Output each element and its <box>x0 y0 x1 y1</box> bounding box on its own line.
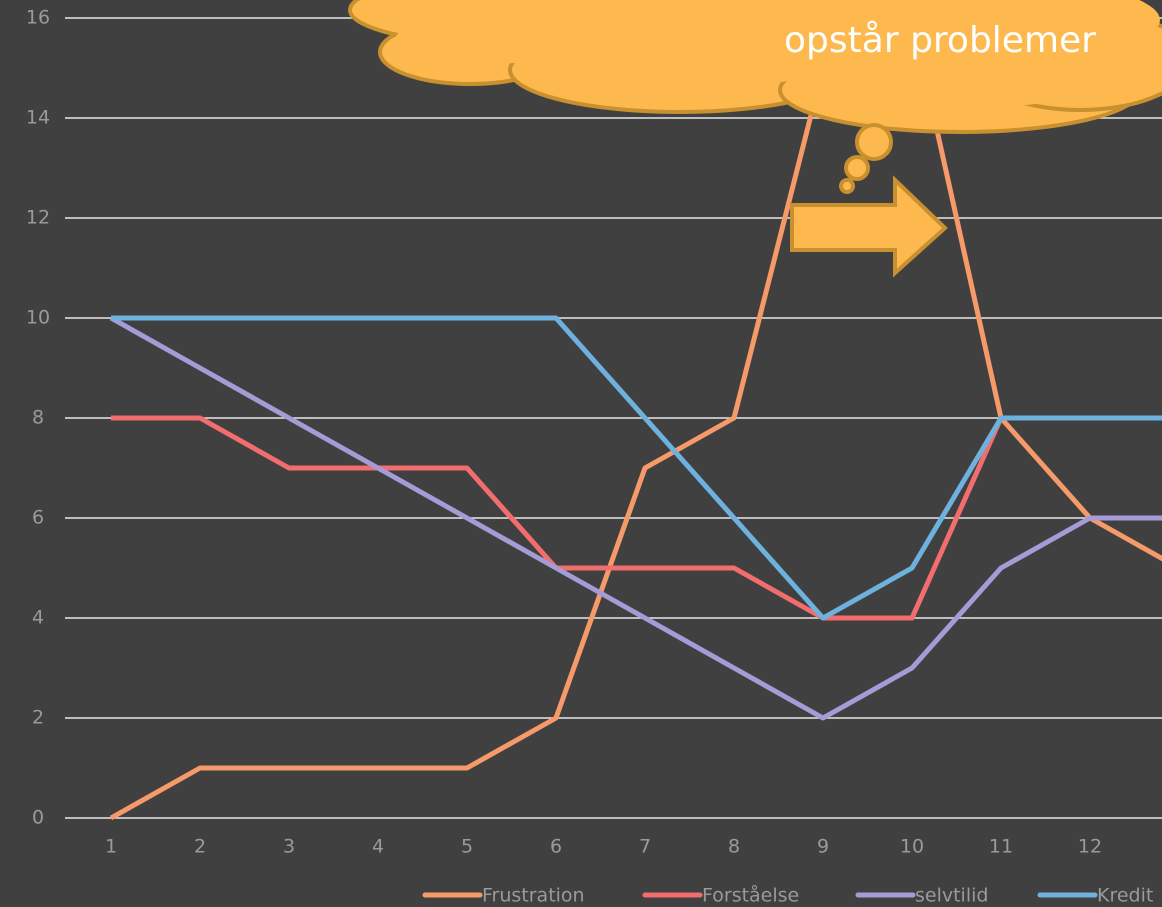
legend-label: Kredit <box>1097 885 1153 907</box>
y-tick-label: 12 <box>26 207 50 229</box>
x-tick-label: 1 <box>105 836 117 858</box>
cloud <box>348 0 1162 194</box>
legend-label: selvtilid <box>915 885 988 907</box>
y-tick-label: 4 <box>32 607 44 629</box>
x-tick-label: 3 <box>283 836 295 858</box>
x-tick-label: 12 <box>1078 836 1102 858</box>
annotation-group: opstår problemer <box>348 0 1162 278</box>
x-tick-label: 11 <box>989 836 1013 858</box>
x-tick-label: 2 <box>194 836 206 858</box>
y-tick-label: 2 <box>32 707 44 729</box>
x-tick-label: 7 <box>639 836 651 858</box>
x-tick-label: 9 <box>817 836 829 858</box>
arrow <box>790 175 948 278</box>
line-series <box>111 315 1162 621</box>
annotation: opstår problemer <box>784 20 1096 61</box>
y-tick-label: 14 <box>26 107 50 129</box>
y-tick-label: 8 <box>32 407 44 429</box>
x-tick-label: 8 <box>728 836 740 858</box>
plot-area: 024681012141612345678910111213 <box>26 7 1162 858</box>
y-tick-label: 6 <box>32 507 44 529</box>
y-tick-label: 10 <box>26 307 50 329</box>
x-tick-label: 6 <box>550 836 562 858</box>
legend-label: Frustration <box>482 885 585 907</box>
x-tick-label: 5 <box>461 836 473 858</box>
y-tick-label: 0 <box>32 807 44 829</box>
x-tick-label: 10 <box>900 836 924 858</box>
x-tick-label: 4 <box>372 836 384 858</box>
legend-label: Forståelse <box>702 884 799 907</box>
y-tick-label: 16 <box>26 7 50 29</box>
line-series <box>109 315 1162 721</box>
